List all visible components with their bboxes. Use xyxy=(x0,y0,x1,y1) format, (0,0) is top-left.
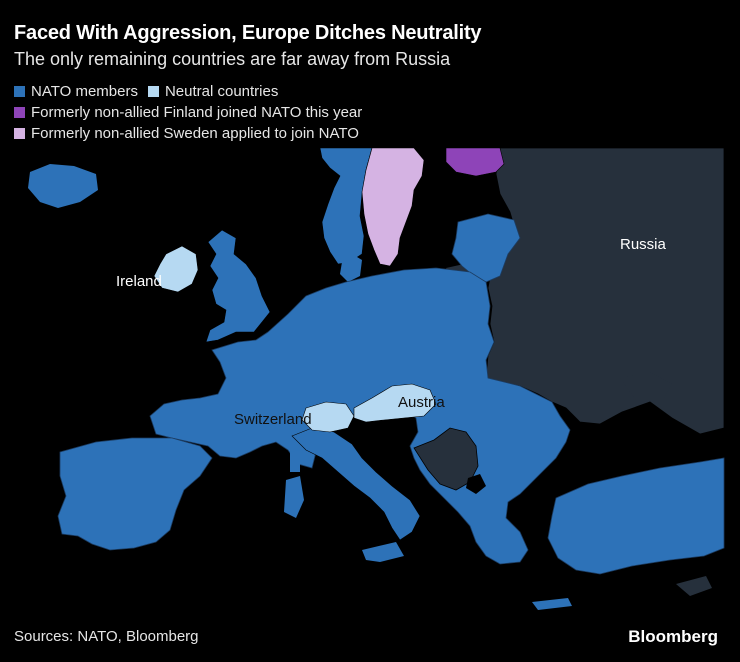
kosovo xyxy=(466,474,486,494)
bloomberg-logo: Bloomberg xyxy=(628,627,718,646)
legend-swatch-sweden xyxy=(14,128,25,139)
sweden xyxy=(361,147,425,267)
sources-note: Sources: NATO, Bloomberg xyxy=(14,628,199,645)
chart-subtitle: The only remaining countries are far awa… xyxy=(14,49,451,69)
legend-item-finland: Formerly non-allied Finland joined NATO … xyxy=(14,104,362,121)
ireland xyxy=(153,245,199,293)
iberia xyxy=(57,437,213,551)
label-ireland: Ireland xyxy=(116,273,162,290)
legend-swatch-finland xyxy=(14,107,25,118)
switzerland xyxy=(301,401,355,433)
legend-swatch-nato xyxy=(14,86,25,97)
turkey xyxy=(547,457,725,575)
baltic-states xyxy=(451,213,521,283)
serbia-bosnia xyxy=(413,427,479,491)
legend-label-sweden: Formerly non-allied Sweden applied to jo… xyxy=(31,125,359,142)
iceland xyxy=(28,164,98,208)
sicily xyxy=(362,542,404,562)
crete xyxy=(532,598,572,610)
great-britain xyxy=(205,229,271,343)
crimea-region xyxy=(620,372,672,400)
italy xyxy=(291,427,421,541)
legend-label-neutral: Neutral countries xyxy=(164,83,279,100)
legend-swatch-neutral xyxy=(147,86,159,97)
legend-item-nato: NATO members xyxy=(14,83,138,100)
chart-title: Faced With Aggression, Europe Ditches Ne… xyxy=(14,22,482,44)
legend-item-neutral: Neutral countries xyxy=(147,83,279,100)
legend-label-nato: NATO members xyxy=(31,83,138,100)
legend: NATO members Neutral countries Formerly … xyxy=(14,81,372,144)
cyprus xyxy=(676,576,712,596)
label-russia: Russia xyxy=(620,236,667,253)
europe-map: Russia Ireland Switzerland Austria xyxy=(28,147,725,610)
sardinia xyxy=(284,476,304,518)
corsica xyxy=(290,450,300,472)
legend-item-sweden: Formerly non-allied Sweden applied to jo… xyxy=(14,125,359,142)
legend-label-finland: Formerly non-allied Finland joined NATO … xyxy=(31,104,363,121)
label-austria: Austria xyxy=(398,394,445,411)
austria xyxy=(353,383,437,423)
finland xyxy=(445,147,505,177)
denmark xyxy=(340,254,362,282)
label-switzerland: Switzerland xyxy=(234,411,312,428)
